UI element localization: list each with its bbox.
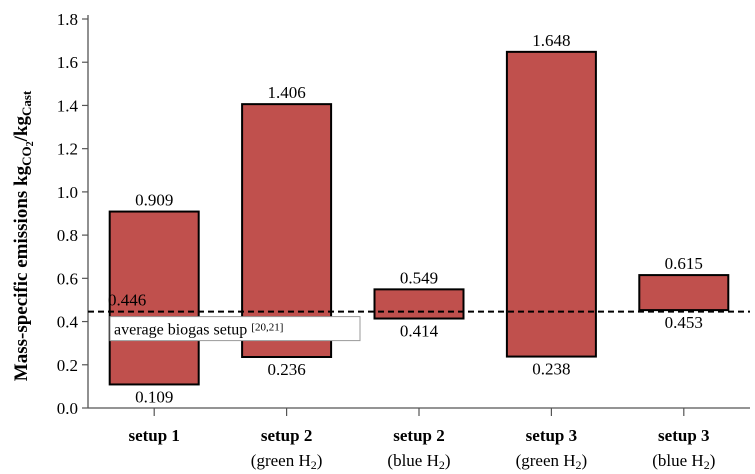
y-tick-label: 0.0 [57,399,78,418]
bar [638,274,730,312]
y-tick-label: 1.2 [57,140,78,159]
category-labels: setup 1 setup 2 (green H2) setup 2 (blue H2)… [128,426,715,472]
bar-low-label: 0.414 [400,322,439,341]
y-tick-label: 1.6 [57,53,78,72]
category-label: setup 3 [526,426,577,445]
y-axis-label-main: Mass-specific emissions kg [11,165,32,381]
y-tick-label: 0.4 [57,313,79,332]
value-labels: 0.909 0.109 1.406 0.236 0.549 0.414 1.648 0.238… [135,31,703,407]
reference-label: average biogas setup [20,21] [114,322,283,339]
bar-low-label: 0.238 [532,360,570,379]
axes: 0.0 0.2 0.4 0.6 0.8 1.0 1.2 1.4 1.6 1.8 [57,10,750,418]
bar-high-label: 0.549 [400,268,438,287]
y-tick-label: 0.6 [57,269,78,288]
category-sublabel: (green H2) [516,451,588,472]
reference-label-box [109,316,361,342]
bar-low-label: 0.453 [665,313,703,332]
y-tick-label: 1.8 [57,10,78,29]
category-sublabel: (green H2) [251,451,323,472]
y-axis-label-sub2: Cast [19,90,34,116]
bar [241,103,333,358]
y-tick-label: 1.4 [57,96,79,115]
bars [108,50,730,386]
bar-low-label: 0.236 [267,360,305,379]
bar [505,50,597,358]
bar-low-label: 0.109 [135,387,173,406]
bar [373,288,465,320]
category-sublabel: (blue H2) [387,451,450,472]
bar-high-label: 0.615 [665,254,703,273]
y-axis-label-sub1-sub: 2 [25,141,36,146]
category-label: setup 1 [128,426,179,445]
y-axis-label: Mass-specific emissions kgCO2/kgCast [11,90,36,381]
y-tick-label: 0.8 [57,226,78,245]
category-sublabel: (blue H2) [652,451,715,472]
bar [108,210,200,386]
y-axis-label-sub1: CO [19,146,34,166]
category-label: setup 2 [393,426,444,445]
bar-high-label: 1.406 [267,83,305,102]
category-label: setup 2 [261,426,312,445]
bar-high-label: 1.648 [532,31,570,50]
y-tick-label: 1.0 [57,183,78,202]
bar-high-label: 0.909 [135,191,173,210]
y-axis-label-sep: /kg [11,116,32,143]
reference-line-group: 0.446 average biogas setup [20,21] [88,291,750,342]
category-label: setup 3 [658,426,709,445]
reference-value-label: 0.446 [108,291,146,310]
y-tick-label: 0.2 [57,356,78,375]
